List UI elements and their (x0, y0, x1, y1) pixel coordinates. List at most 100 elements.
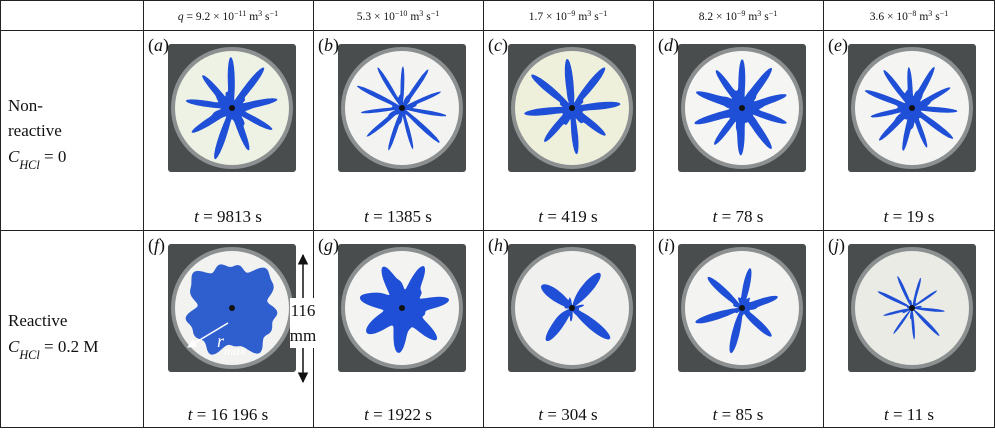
specimen-photo (848, 44, 976, 172)
text-segment: 3 (258, 9, 262, 18)
column-header: q = 9.2 × 10−11 m3 s−1 (178, 9, 278, 24)
time-label: t = 304 s (538, 405, 597, 424)
text-segment: h (494, 235, 503, 255)
text-segment: = 1385 s (369, 207, 432, 226)
time-label: t = 85 s (713, 405, 764, 424)
text-segment: t (188, 405, 194, 424)
specimen-photo (678, 44, 806, 172)
text-segment: = 16 196 s (193, 405, 269, 424)
text-segment: ) (159, 235, 165, 256)
time-label: t = 16 196 s (188, 405, 268, 424)
text-segment: t (364, 405, 370, 424)
text-segment: q (178, 11, 184, 23)
row-label: Reactive (8, 311, 67, 330)
scale-label-bg (290, 298, 316, 348)
panel-label: (b) (318, 35, 339, 56)
text-segment: s (591, 11, 599, 23)
text-segment: −1 (270, 9, 279, 18)
column-header: 5.3 × 10−10 m3 s−1 (357, 9, 440, 24)
text-segment: −1 (940, 9, 949, 18)
row-label: reactive (8, 121, 62, 140)
text-segment: ( (658, 235, 664, 256)
text-segment: i (664, 235, 669, 255)
text-segment: t (884, 405, 890, 424)
specimen-photo (168, 44, 296, 172)
injection-hole (909, 305, 915, 311)
text-segment: t (194, 207, 200, 226)
panel-label: (f) (148, 235, 165, 256)
text-segment: 5.3 × 10 (357, 11, 395, 23)
text-segment: = 19 s (888, 207, 934, 226)
text-segment: ( (658, 35, 664, 56)
specimen-photo (508, 44, 636, 172)
scale-label: mm (290, 326, 316, 345)
row-label: CHCl = 0.2 M (8, 337, 98, 362)
text-segment: s (423, 11, 431, 23)
text-segment: Reactive (8, 311, 67, 330)
time-label: t = 9813 s (194, 207, 262, 226)
text-segment: −1 (431, 9, 440, 18)
column-header: 1.7 × 10−9 m3 s−1 (529, 9, 607, 24)
text-segment: = 85 s (717, 405, 763, 424)
text-segment: −1 (769, 9, 778, 18)
time-label: t = 1922 s (364, 405, 432, 424)
text-segment: ( (318, 35, 324, 56)
text-segment: −11 (234, 9, 246, 18)
text-segment: 3 (587, 9, 591, 18)
text-segment: ) (333, 235, 339, 256)
specimen-photo (508, 244, 636, 372)
panel-label: (a) (148, 35, 169, 56)
text-segment: = 0.2 M (40, 337, 99, 356)
panel-label: (c) (488, 35, 508, 56)
text-segment: ) (502, 35, 508, 56)
scale-label: 116 (291, 301, 316, 320)
text-segment: 1.7 × 10 (529, 11, 567, 23)
injection-hole (229, 305, 235, 311)
text-segment: c (494, 35, 502, 55)
radius-label: rmax (217, 331, 246, 358)
text-segment: m (916, 11, 928, 23)
text-segment: C (8, 147, 20, 166)
text-segment: ) (333, 35, 339, 56)
time-label: t = 11 s (884, 405, 934, 424)
text-segment: ) (839, 235, 845, 256)
finger-pattern (541, 272, 611, 342)
text-segment: 3.6 × 10 (870, 11, 908, 23)
text-segment: max (224, 343, 246, 358)
time-label: t = 1385 s (364, 207, 432, 226)
text-segment: ) (163, 35, 169, 56)
text-segment: b (324, 35, 333, 55)
text-segment: = 9.2 × 10 (184, 11, 235, 23)
text-segment: d (664, 35, 674, 55)
text-segment: t (884, 207, 890, 226)
text-segment: ( (148, 235, 154, 256)
text-segment: −1 (599, 9, 608, 18)
text-segment: = 304 s (543, 405, 597, 424)
text-segment: 3 (928, 9, 932, 18)
specimen-photo (338, 44, 466, 172)
text-segment: = 11 s (889, 405, 934, 424)
specimen-photo (338, 244, 466, 372)
text-segment: e (834, 35, 842, 55)
text-segment: s (761, 11, 769, 23)
text-segment: ) (673, 35, 679, 56)
text-segment: ( (488, 35, 494, 56)
text-segment: = 78 s (717, 207, 763, 226)
injection-hole (739, 305, 745, 311)
text-segment: t (538, 207, 544, 226)
injection-hole (229, 105, 235, 111)
row-label: CHCl = 0 (8, 147, 66, 172)
text-segment: ) (669, 235, 675, 256)
time-label: t = 19 s (884, 207, 935, 226)
column-header: 3.6 × 10−8 m3 s−1 (870, 9, 948, 24)
time-label: t = 78 s (713, 207, 764, 226)
text-segment: m (407, 11, 419, 23)
text-segment: s (262, 11, 270, 23)
text-segment: t (713, 207, 719, 226)
text-segment: = 1922 s (369, 405, 432, 424)
panel-label: (g) (318, 235, 339, 256)
radius-arrow (187, 322, 229, 348)
text-segment: t (364, 207, 370, 226)
